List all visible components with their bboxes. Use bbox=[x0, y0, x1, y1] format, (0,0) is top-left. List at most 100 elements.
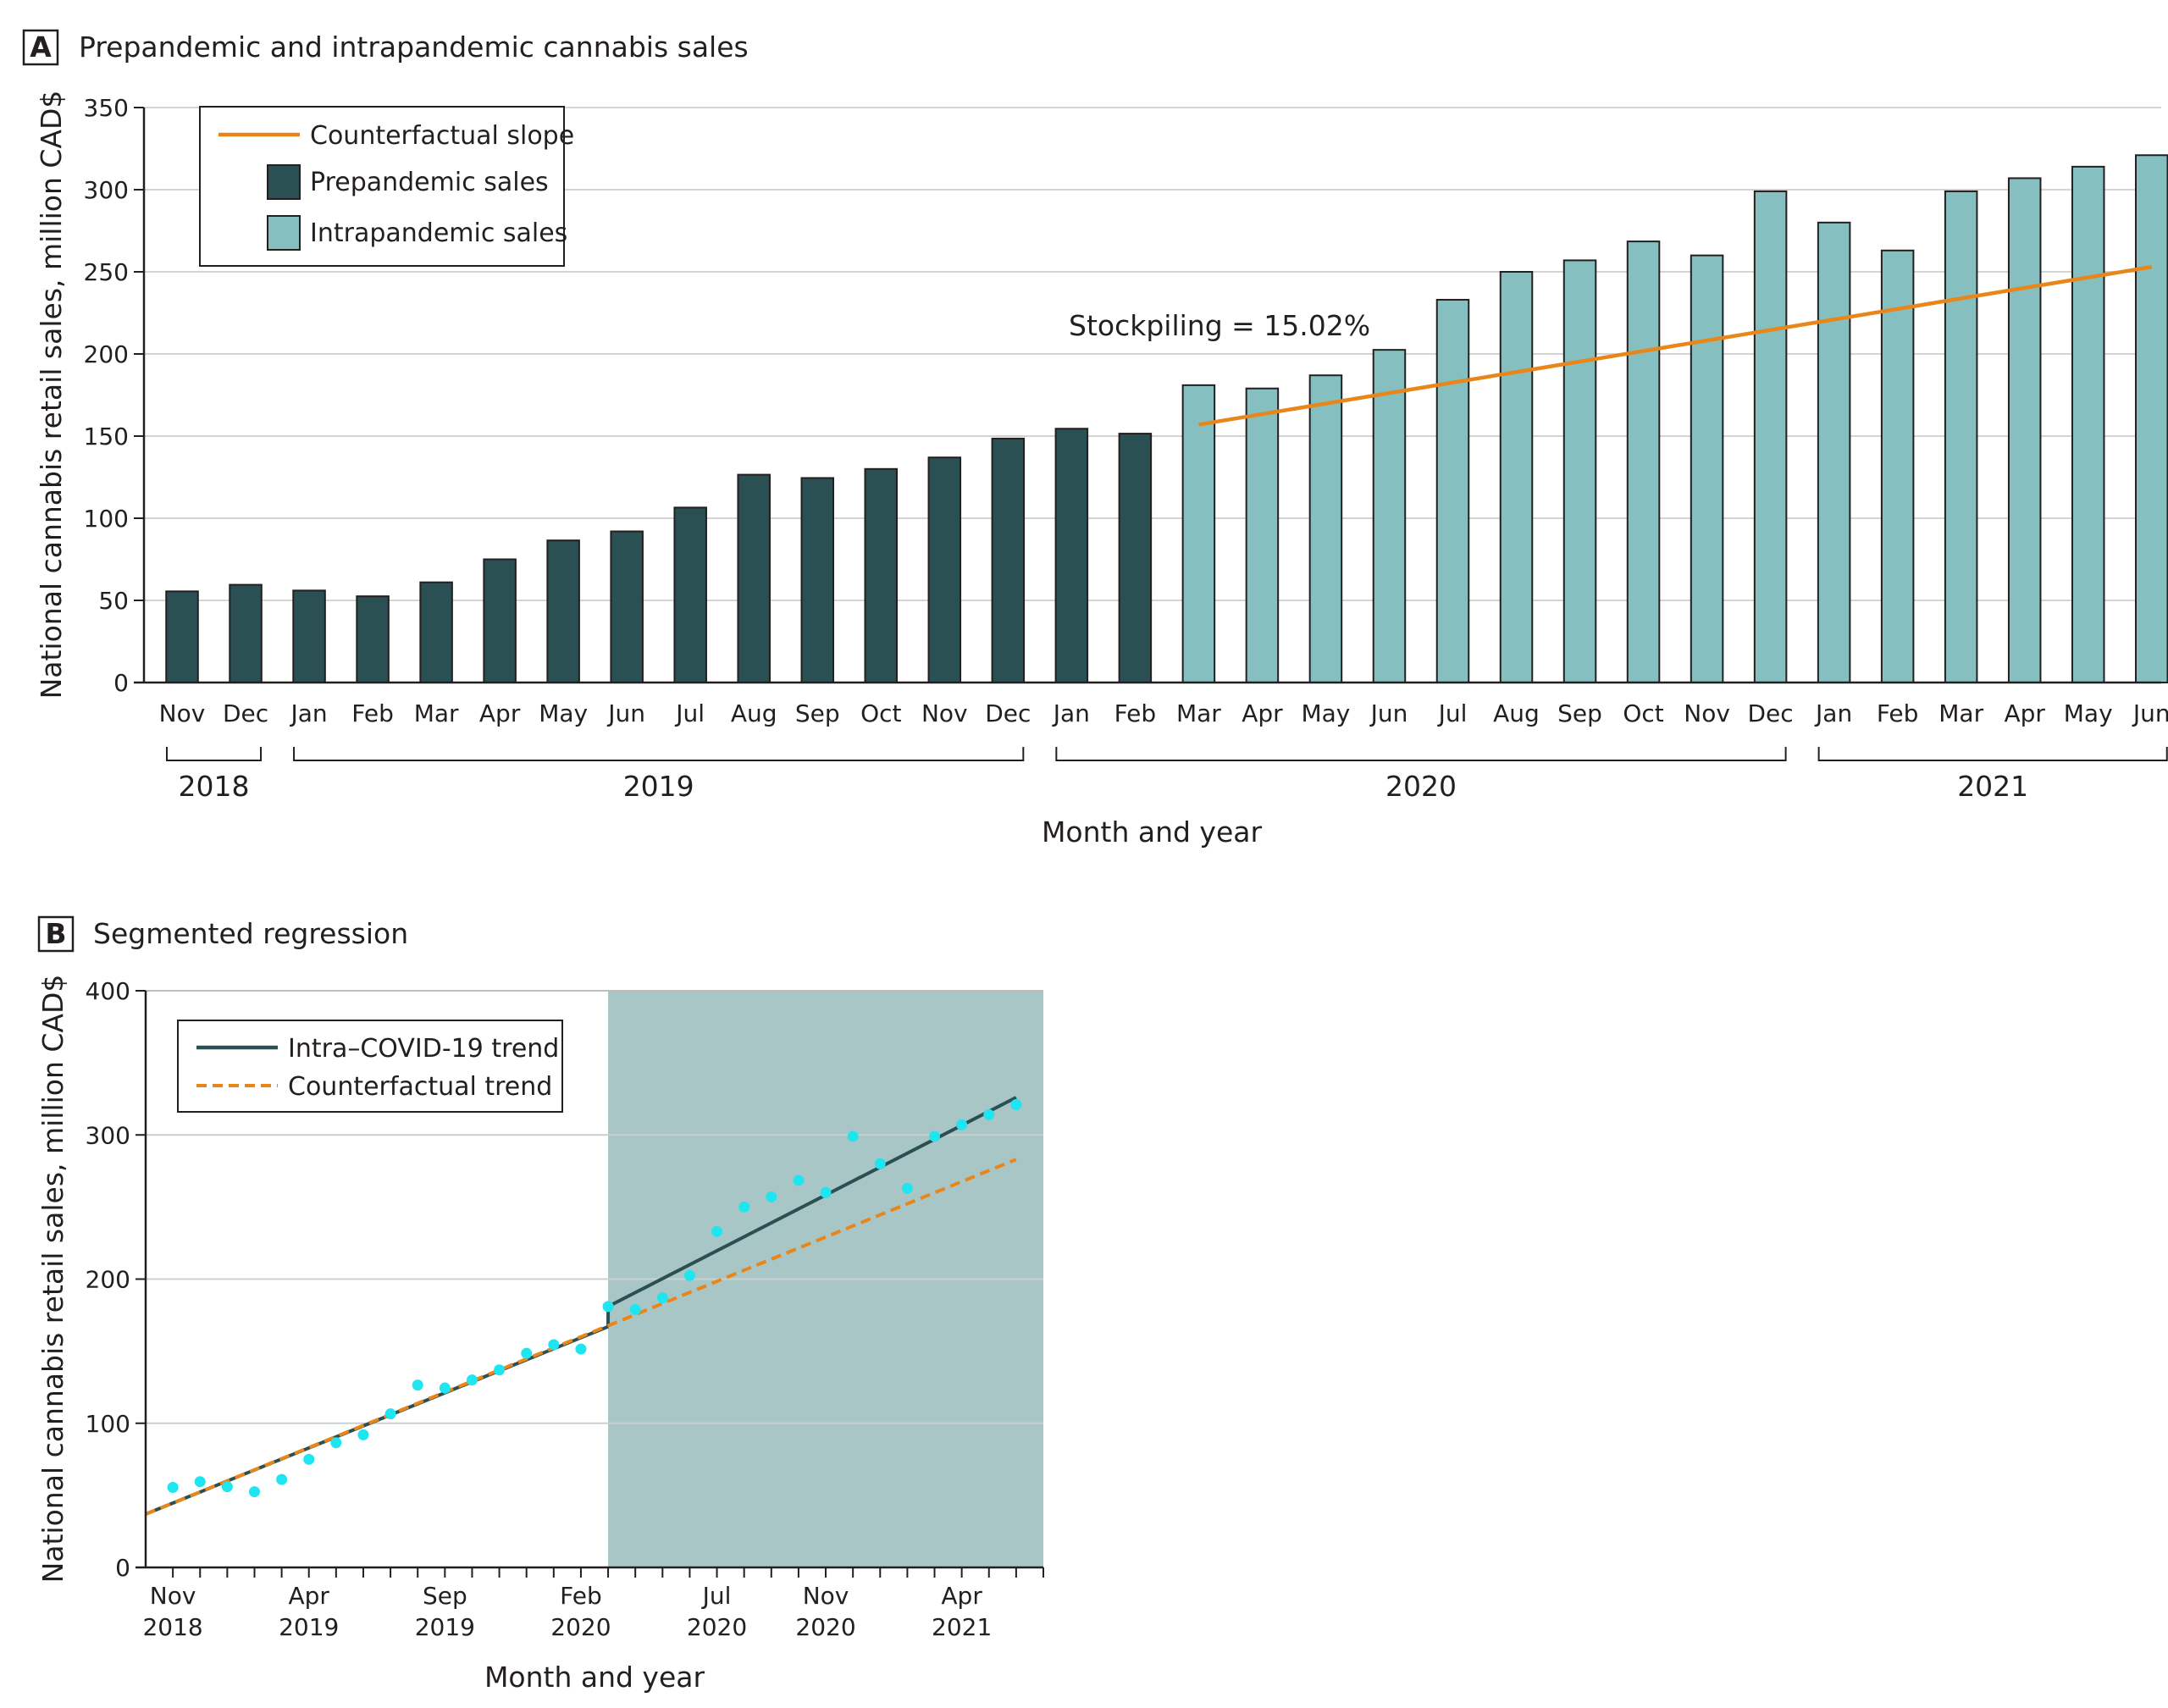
bar-pre-5 bbox=[483, 558, 517, 683]
panel-a-y-tick-label: 250 bbox=[84, 258, 129, 286]
panel-b-y-tick-label: 400 bbox=[86, 977, 130, 1005]
panel-a-y-tick-label: 0 bbox=[113, 669, 129, 697]
panel-b-x-tick-label: 2018 bbox=[142, 1613, 202, 1641]
data-point bbox=[738, 1201, 750, 1213]
panel-b-x-tick-label: Nov bbox=[150, 1582, 196, 1610]
bar-intra-30 bbox=[2071, 165, 2105, 683]
panel-a-x-tick-label: Dec bbox=[985, 699, 1031, 727]
bar-intra-16 bbox=[1181, 384, 1216, 683]
panel-a-bars bbox=[165, 154, 2168, 684]
panel-a-x-tick-label: Feb bbox=[351, 699, 394, 727]
year-bracket bbox=[1817, 747, 2168, 761]
legend-counterfactual-label: Counterfactual slope bbox=[310, 121, 574, 151]
panel-b-title: Segmented regression bbox=[93, 917, 408, 950]
panel-a-x-tick-label: Jan bbox=[1814, 699, 1852, 727]
panel-a-y-tick-label: 100 bbox=[84, 505, 129, 533]
panel-a-x-tick-label: Dec bbox=[223, 699, 268, 727]
panel-b-legend-box bbox=[177, 1020, 563, 1113]
panel-a-x-tick-label: Oct bbox=[1623, 699, 1663, 727]
data-point bbox=[521, 1347, 533, 1359]
bar-pre-4 bbox=[419, 581, 453, 683]
bar-intra-21 bbox=[1499, 271, 1534, 683]
panel-a-x-tick-label: Mar bbox=[1176, 699, 1221, 727]
data-point bbox=[276, 1473, 288, 1485]
panel-a-letter: A bbox=[30, 30, 52, 64]
bar-intra-26 bbox=[1817, 221, 1851, 683]
data-point bbox=[901, 1182, 913, 1194]
panel-b-y-axis-ticks: 0 100 200 300 400 bbox=[86, 977, 146, 1582]
panel-a-y-tick-label: 150 bbox=[84, 423, 129, 450]
data-point bbox=[874, 1158, 886, 1169]
data-point bbox=[221, 1481, 233, 1493]
bar-intra-17 bbox=[1245, 387, 1280, 683]
year-label: 2018 bbox=[179, 770, 250, 803]
panel-a-y-tick-label: 50 bbox=[98, 587, 129, 615]
bar-pre-0 bbox=[165, 590, 199, 684]
data-point bbox=[303, 1453, 315, 1465]
stockpiling-annotation: Stockpiling = 15.02% bbox=[1069, 309, 1370, 342]
panel-a-x-tick-label: Jul bbox=[674, 699, 705, 727]
year-bracket bbox=[1055, 747, 1787, 761]
panel-a-x-tick-label: Jan bbox=[289, 699, 327, 727]
legend-prepandemic-label: Prepandemic sales bbox=[310, 168, 549, 197]
year-bracket bbox=[293, 747, 1025, 761]
panel-a-x-tick-label: Feb bbox=[1877, 699, 1919, 727]
panel-a-y-axis-ticks: 0 50 100 150 200 250 300 350 bbox=[84, 94, 144, 697]
panel-a-x-tick-label: Nov bbox=[159, 699, 206, 727]
panel-a-x-tick-label: Sep bbox=[1557, 699, 1602, 727]
panel-b-x-tick-label: Apr bbox=[941, 1582, 982, 1610]
bar-pre-1 bbox=[229, 583, 263, 684]
data-point bbox=[711, 1225, 723, 1237]
data-point bbox=[766, 1191, 777, 1202]
panel-a-x-tick-label: Mar bbox=[414, 699, 459, 727]
panel-a-letter-box bbox=[22, 29, 59, 66]
panel-b-x-tick-label: 2021 bbox=[932, 1613, 992, 1641]
bar-pre-2 bbox=[292, 589, 326, 683]
panel-a-x-axis-label: Month and year bbox=[1042, 815, 1263, 848]
year-label: 2021 bbox=[1957, 770, 2028, 803]
data-point bbox=[793, 1175, 805, 1186]
bar-pre-15 bbox=[1118, 433, 1153, 684]
panel-b-x-tick-label: 2020 bbox=[550, 1613, 611, 1641]
panel-a-x-tick-label: Jun bbox=[2132, 699, 2168, 727]
bar-pre-12 bbox=[927, 456, 962, 683]
panel-b-points bbox=[167, 1098, 1022, 1498]
panel-a-x-tick-label: Jun bbox=[606, 699, 645, 727]
bar-intra-28 bbox=[1944, 190, 1978, 683]
bar-pre-13 bbox=[991, 437, 1026, 683]
bar-pre-3 bbox=[356, 595, 390, 684]
data-point bbox=[330, 1437, 342, 1449]
data-point bbox=[656, 1292, 668, 1304]
bar-intra-31 bbox=[2134, 154, 2168, 683]
panel-a-x-tick-label: May bbox=[1301, 699, 1350, 727]
bar-intra-29 bbox=[2007, 177, 2042, 684]
bar-pre-9 bbox=[737, 473, 771, 684]
panel-b-letter: B bbox=[45, 917, 66, 950]
bar-intra-25 bbox=[1753, 190, 1788, 683]
panel-b-y-tick-label: 300 bbox=[86, 1121, 130, 1149]
panel-a-x-tick-label: May bbox=[539, 699, 588, 727]
panel-a-x-tick-label: Apr bbox=[479, 699, 521, 727]
panel-b-gridlines bbox=[146, 990, 1043, 1424]
panel-b-x-tick-label: Nov bbox=[803, 1582, 849, 1610]
data-point bbox=[929, 1130, 941, 1142]
panel-a-x-tick-label: Nov bbox=[921, 699, 968, 727]
panel-a-x-tick-label: Aug bbox=[731, 699, 777, 727]
panel-a-x-tick-label: Jun bbox=[1369, 699, 1408, 727]
data-point bbox=[384, 1408, 396, 1420]
panel-b-x-tick-label: 2019 bbox=[415, 1613, 475, 1641]
data-point bbox=[820, 1186, 832, 1198]
panel-a-year-brackets: 2018 2019 2020 2021 bbox=[166, 747, 2168, 803]
data-point bbox=[412, 1379, 423, 1391]
panel-a-x-tick-label: Feb bbox=[1114, 699, 1157, 727]
panel-b-x-axis-label: Month and year bbox=[484, 1661, 705, 1694]
data-point bbox=[629, 1303, 641, 1315]
panel-b-y-tick-label: 200 bbox=[86, 1266, 130, 1294]
counterfactual-slope-line bbox=[1198, 264, 2153, 427]
intra-covid-trend-line bbox=[607, 1096, 1017, 1308]
panel-b-x-tick-label: Jul bbox=[701, 1582, 732, 1610]
data-point bbox=[683, 1269, 695, 1281]
data-point bbox=[602, 1301, 614, 1313]
panel-b-x-axis-ticks: Nov 2018 Apr 2019 Sep 2019 Feb 2020 Jul 2020 Nov 20… bbox=[142, 1567, 1044, 1641]
